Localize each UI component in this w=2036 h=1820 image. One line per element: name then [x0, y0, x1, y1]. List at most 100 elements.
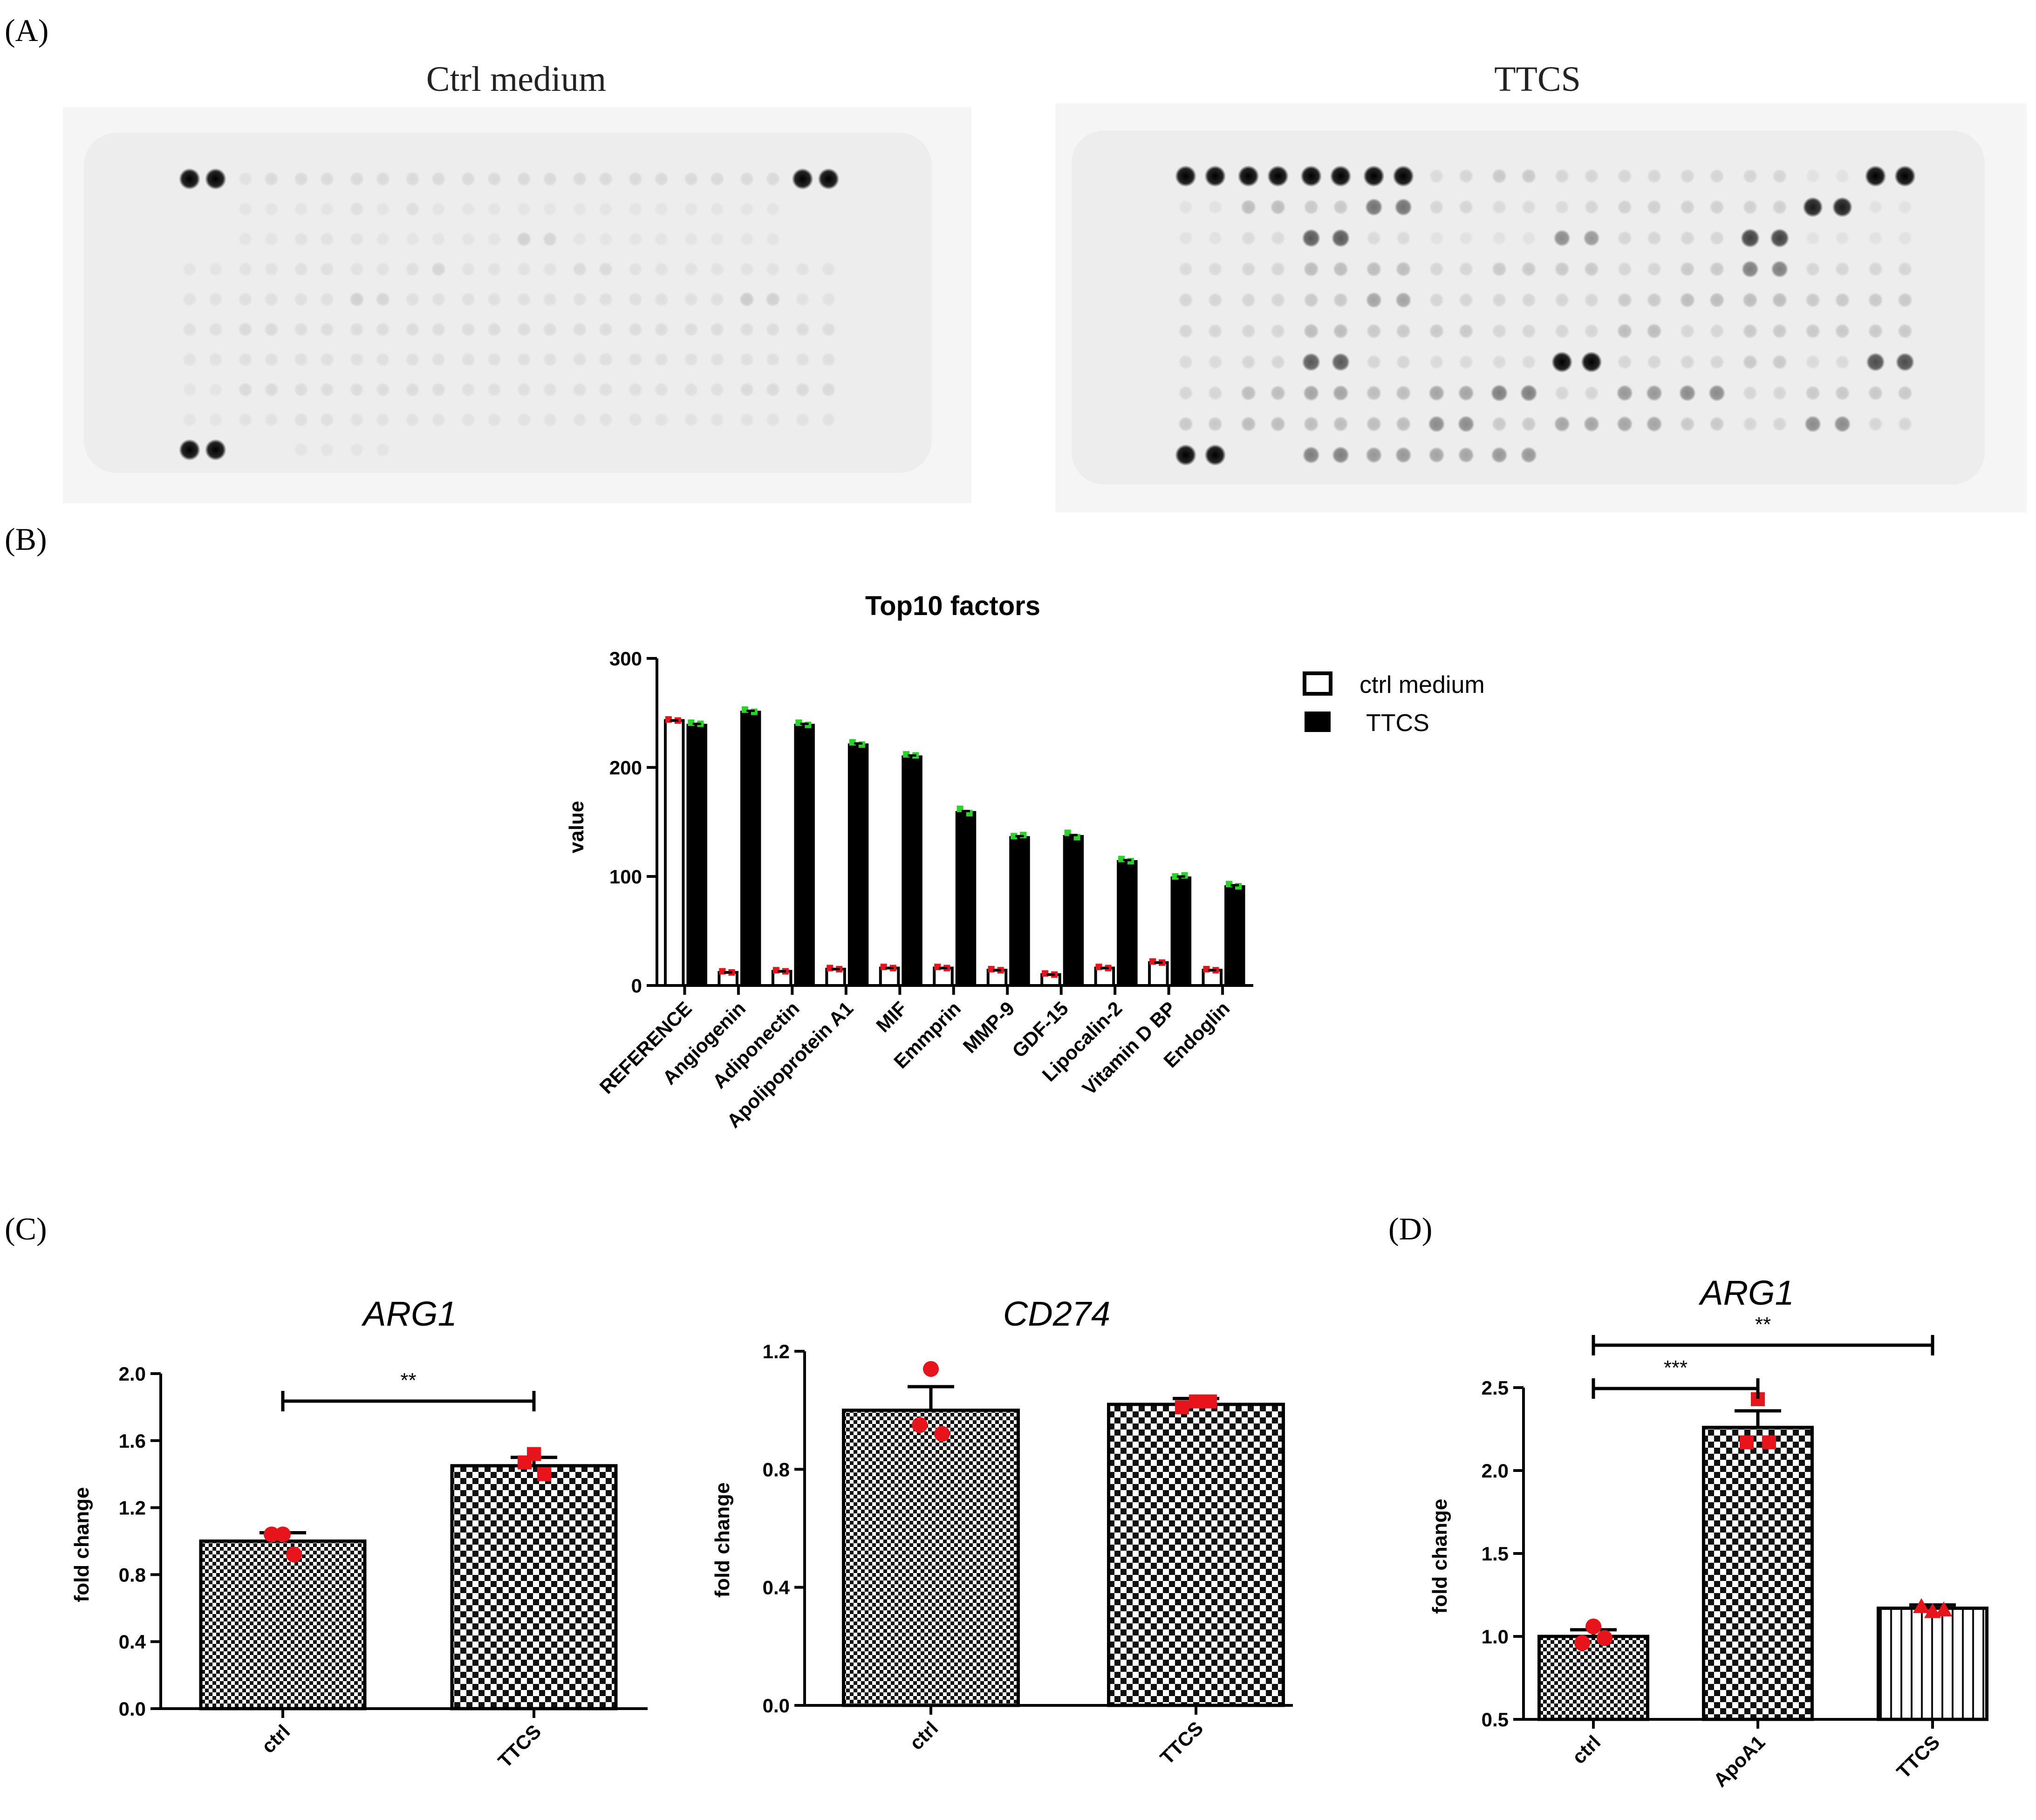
blot-spot — [683, 352, 698, 367]
blot-spot — [1803, 197, 1823, 218]
blot-spot — [182, 382, 197, 397]
blot-spot — [628, 382, 643, 397]
blot-spot — [405, 292, 420, 307]
blot-spot — [1520, 384, 1537, 402]
y-tick-label: 0.5 — [1482, 1709, 1509, 1731]
blot-spot — [1366, 416, 1382, 432]
blot-spot — [349, 232, 364, 246]
blot-spot — [431, 171, 446, 186]
blot-spot — [684, 412, 698, 427]
bar-TTCS — [1009, 836, 1030, 985]
y-tick-label: 100 — [609, 866, 642, 888]
blot-spot — [1742, 385, 1758, 401]
data-point — [264, 1526, 280, 1543]
blot-spot — [205, 168, 226, 190]
blot-spot — [1304, 199, 1319, 215]
blot-spot — [1772, 323, 1787, 339]
blot-spot — [739, 171, 754, 186]
blot-spot — [376, 443, 390, 457]
y-tick-label: 2.5 — [1482, 1377, 1509, 1399]
blot-spot — [294, 322, 308, 337]
blot-spot — [1646, 416, 1662, 432]
blot-spot — [1492, 293, 1507, 308]
blot-spot — [598, 171, 613, 186]
blot-spot — [1868, 323, 1883, 339]
blot-spot — [1271, 231, 1285, 246]
blot-spot — [294, 232, 308, 246]
chart-c-cd274: CD274 fold change ctrl TTCS 0.0 0.4 0.8 1.2 — [711, 1294, 1293, 1769]
blot-spot — [1772, 354, 1787, 370]
blot-spot — [182, 292, 197, 307]
blot-spot — [1834, 415, 1851, 433]
blot-spot — [628, 292, 643, 307]
blot-spot — [683, 171, 699, 186]
blot-spot — [1898, 261, 1913, 277]
y-tick-label: 0.4 — [763, 1577, 790, 1599]
blot-spot — [1332, 385, 1349, 401]
blot-spot — [1395, 323, 1411, 339]
blot-spot — [461, 232, 476, 246]
significance-label: ** — [400, 1369, 416, 1392]
blot-spot — [1458, 447, 1475, 463]
blot-spot — [1868, 200, 1883, 214]
blot-spot — [1458, 169, 1474, 184]
blot-spot — [1709, 355, 1724, 369]
blot-spot — [264, 262, 279, 277]
blot-spot — [654, 262, 669, 277]
blot-spot — [1178, 261, 1193, 277]
blot-spot — [1237, 165, 1259, 187]
chart-title: Top10 factors — [865, 591, 1040, 621]
blot-spot — [739, 352, 754, 367]
blot-spot — [320, 412, 335, 427]
blot-spot — [238, 322, 253, 337]
chart-top10-factors: Top10 factors value REFERENCEAngiogeninA… — [565, 591, 1485, 1132]
data-point — [1574, 1635, 1590, 1651]
blot-spot — [1647, 199, 1662, 215]
blot-spot — [765, 322, 780, 337]
blot-spot — [765, 352, 780, 367]
blot-spot — [405, 322, 420, 337]
chart-title: CD274 — [1003, 1294, 1110, 1333]
data-point — [1189, 1394, 1203, 1409]
blot-spot — [598, 232, 613, 246]
blot-spot — [1584, 323, 1599, 339]
blot-spot — [683, 292, 698, 307]
blot-spot — [795, 292, 810, 307]
blot-spot — [684, 262, 698, 277]
axes — [647, 657, 1253, 995]
blot-spot — [1835, 355, 1850, 369]
x-tick-label: ctrl — [1568, 1731, 1605, 1768]
blot-spot — [1429, 199, 1444, 215]
blot-spot — [598, 352, 613, 367]
blot-spot — [1331, 353, 1350, 371]
bar-ApoA1 — [1702, 1425, 1814, 1721]
blot-spot — [598, 382, 613, 397]
blot-spot — [208, 352, 223, 367]
blot-spot — [1709, 261, 1725, 277]
blot-ttcs: TTCS — [1055, 60, 2027, 513]
blot-spot — [1868, 261, 1883, 277]
blot-spot — [1333, 199, 1348, 215]
blot-ctrl-medium: Ctrl medium — [63, 60, 971, 503]
blot-spot — [1458, 385, 1475, 401]
blot-spot — [294, 352, 308, 367]
x-tick-labels: ctrl TTCS — [905, 1717, 1207, 1769]
blot-spot — [1366, 323, 1381, 339]
x-tick-label: TTCS — [494, 1720, 546, 1772]
blot-spot — [349, 412, 364, 427]
blot-spot — [572, 232, 587, 246]
blot-spot — [1428, 415, 1445, 433]
bar-ctrl-medium — [1148, 961, 1169, 987]
blot-spot — [1835, 323, 1850, 339]
blot-spot — [516, 171, 532, 186]
blot-spot — [1740, 228, 1760, 248]
data-point — [537, 1467, 551, 1481]
bar-TTCS — [1224, 885, 1245, 985]
x-tick-label: TTCS — [1893, 1731, 1944, 1783]
blot-spot — [765, 382, 780, 397]
blot-spot — [1551, 351, 1573, 373]
blot-spot — [264, 292, 279, 307]
blot-spot — [431, 232, 446, 246]
blot-spot — [792, 168, 813, 190]
blot-spot — [238, 412, 253, 427]
